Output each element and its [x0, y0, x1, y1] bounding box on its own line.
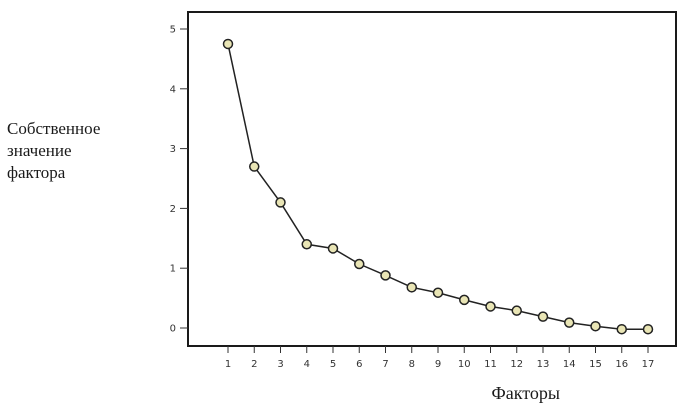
x-tick-label: 7 [382, 359, 388, 370]
data-point [590, 320, 601, 332]
x-tick-label: 14 [563, 359, 576, 370]
plot-frame [187, 11, 677, 347]
data-point [511, 305, 522, 316]
y-tick-label: 4 [170, 84, 176, 95]
x-tick-label: 13 [537, 359, 550, 370]
x-tick-label: 1 [225, 359, 231, 370]
x-tick-label: 16 [615, 359, 628, 370]
x-tick-label: 11 [484, 359, 497, 370]
x-tick-label: 4 [304, 359, 310, 370]
series-line [227, 43, 648, 330]
data-point [301, 239, 312, 250]
data-point [485, 301, 496, 312]
data-point [642, 323, 654, 335]
data-point [406, 282, 417, 293]
data-point [432, 287, 444, 298]
data-point [616, 323, 627, 335]
y-axis-label-line-1: Собственное [7, 119, 101, 138]
data-point [327, 243, 339, 254]
data-point [537, 311, 549, 322]
y-tick-label: 1 [170, 264, 176, 275]
x-tick-label: 3 [277, 359, 283, 370]
data-point [459, 294, 470, 306]
y-tick-label: 2 [170, 204, 176, 215]
x-axis-label: Факторы [491, 383, 560, 403]
x-tick-label: 5 [330, 359, 336, 370]
x-tick-label: 10 [458, 359, 471, 370]
data-point [249, 161, 260, 172]
data-point [564, 317, 575, 328]
y-tick-label: 3 [170, 144, 176, 155]
data-point [354, 258, 365, 270]
x-tick-label: 17 [642, 359, 655, 370]
data-point [380, 270, 391, 281]
x-tick-label: 8 [409, 359, 415, 370]
y-axis-label-line-2: значение [7, 141, 72, 160]
data-point [222, 38, 234, 50]
x-tick-label: 9 [435, 359, 441, 370]
y-axis-label: Собственное значение фактора [7, 118, 100, 184]
y-axis-label-line-3: фактора [7, 163, 66, 182]
x-tick-label: 6 [356, 359, 362, 370]
data-point [275, 197, 286, 208]
x-tick-label: 2 [251, 359, 257, 370]
y-tick-label: 0 [170, 324, 176, 335]
y-tick-label: 5 [170, 25, 176, 36]
x-tick-label: 12 [510, 359, 523, 370]
x-tick-label: 15 [589, 359, 602, 370]
